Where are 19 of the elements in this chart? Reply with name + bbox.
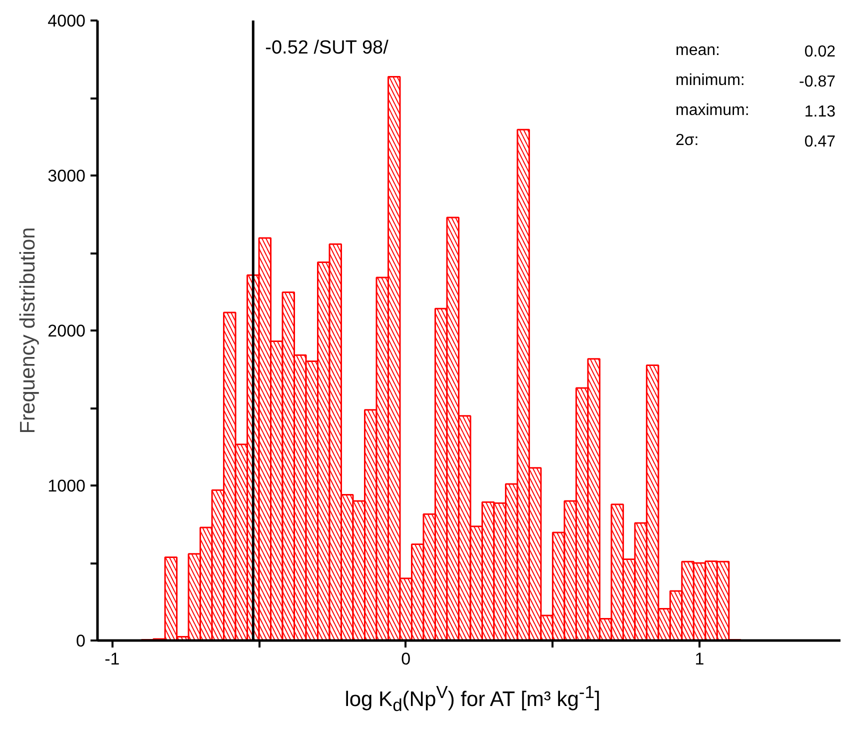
y-tick-label: 3000 (48, 166, 86, 186)
annotation: 0.02 (804, 44, 836, 60)
ref-line-label: -0.52 /SUT 98/ (265, 38, 390, 58)
y-tick-label: 2000 (48, 322, 86, 340)
x-axis-title: log K$_{d}$(Np$^{V}$) for AT [m³ kg$^{-1}$] (344, 681, 602, 718)
y-tick-label: 1000 (48, 476, 86, 496)
annotation: 1.13 (804, 104, 836, 120)
annotation: 2σ: (676, 132, 699, 149)
y-tick-label: 4000 (48, 12, 86, 30)
x-tick-label: 0 (401, 650, 411, 668)
annotation: 0.47 (804, 134, 836, 150)
y-axis-title: Frequency distribution (16, 227, 40, 434)
x-tick-label: -1 (104, 650, 120, 668)
annotation: mean: (676, 42, 720, 59)
annotation: minimum: (676, 72, 745, 89)
annotation: maximum: (676, 102, 750, 119)
y-tick-label: 0 (76, 632, 86, 650)
x-tick-label: 1 (694, 650, 704, 668)
annotation: -0.87 (799, 74, 836, 90)
